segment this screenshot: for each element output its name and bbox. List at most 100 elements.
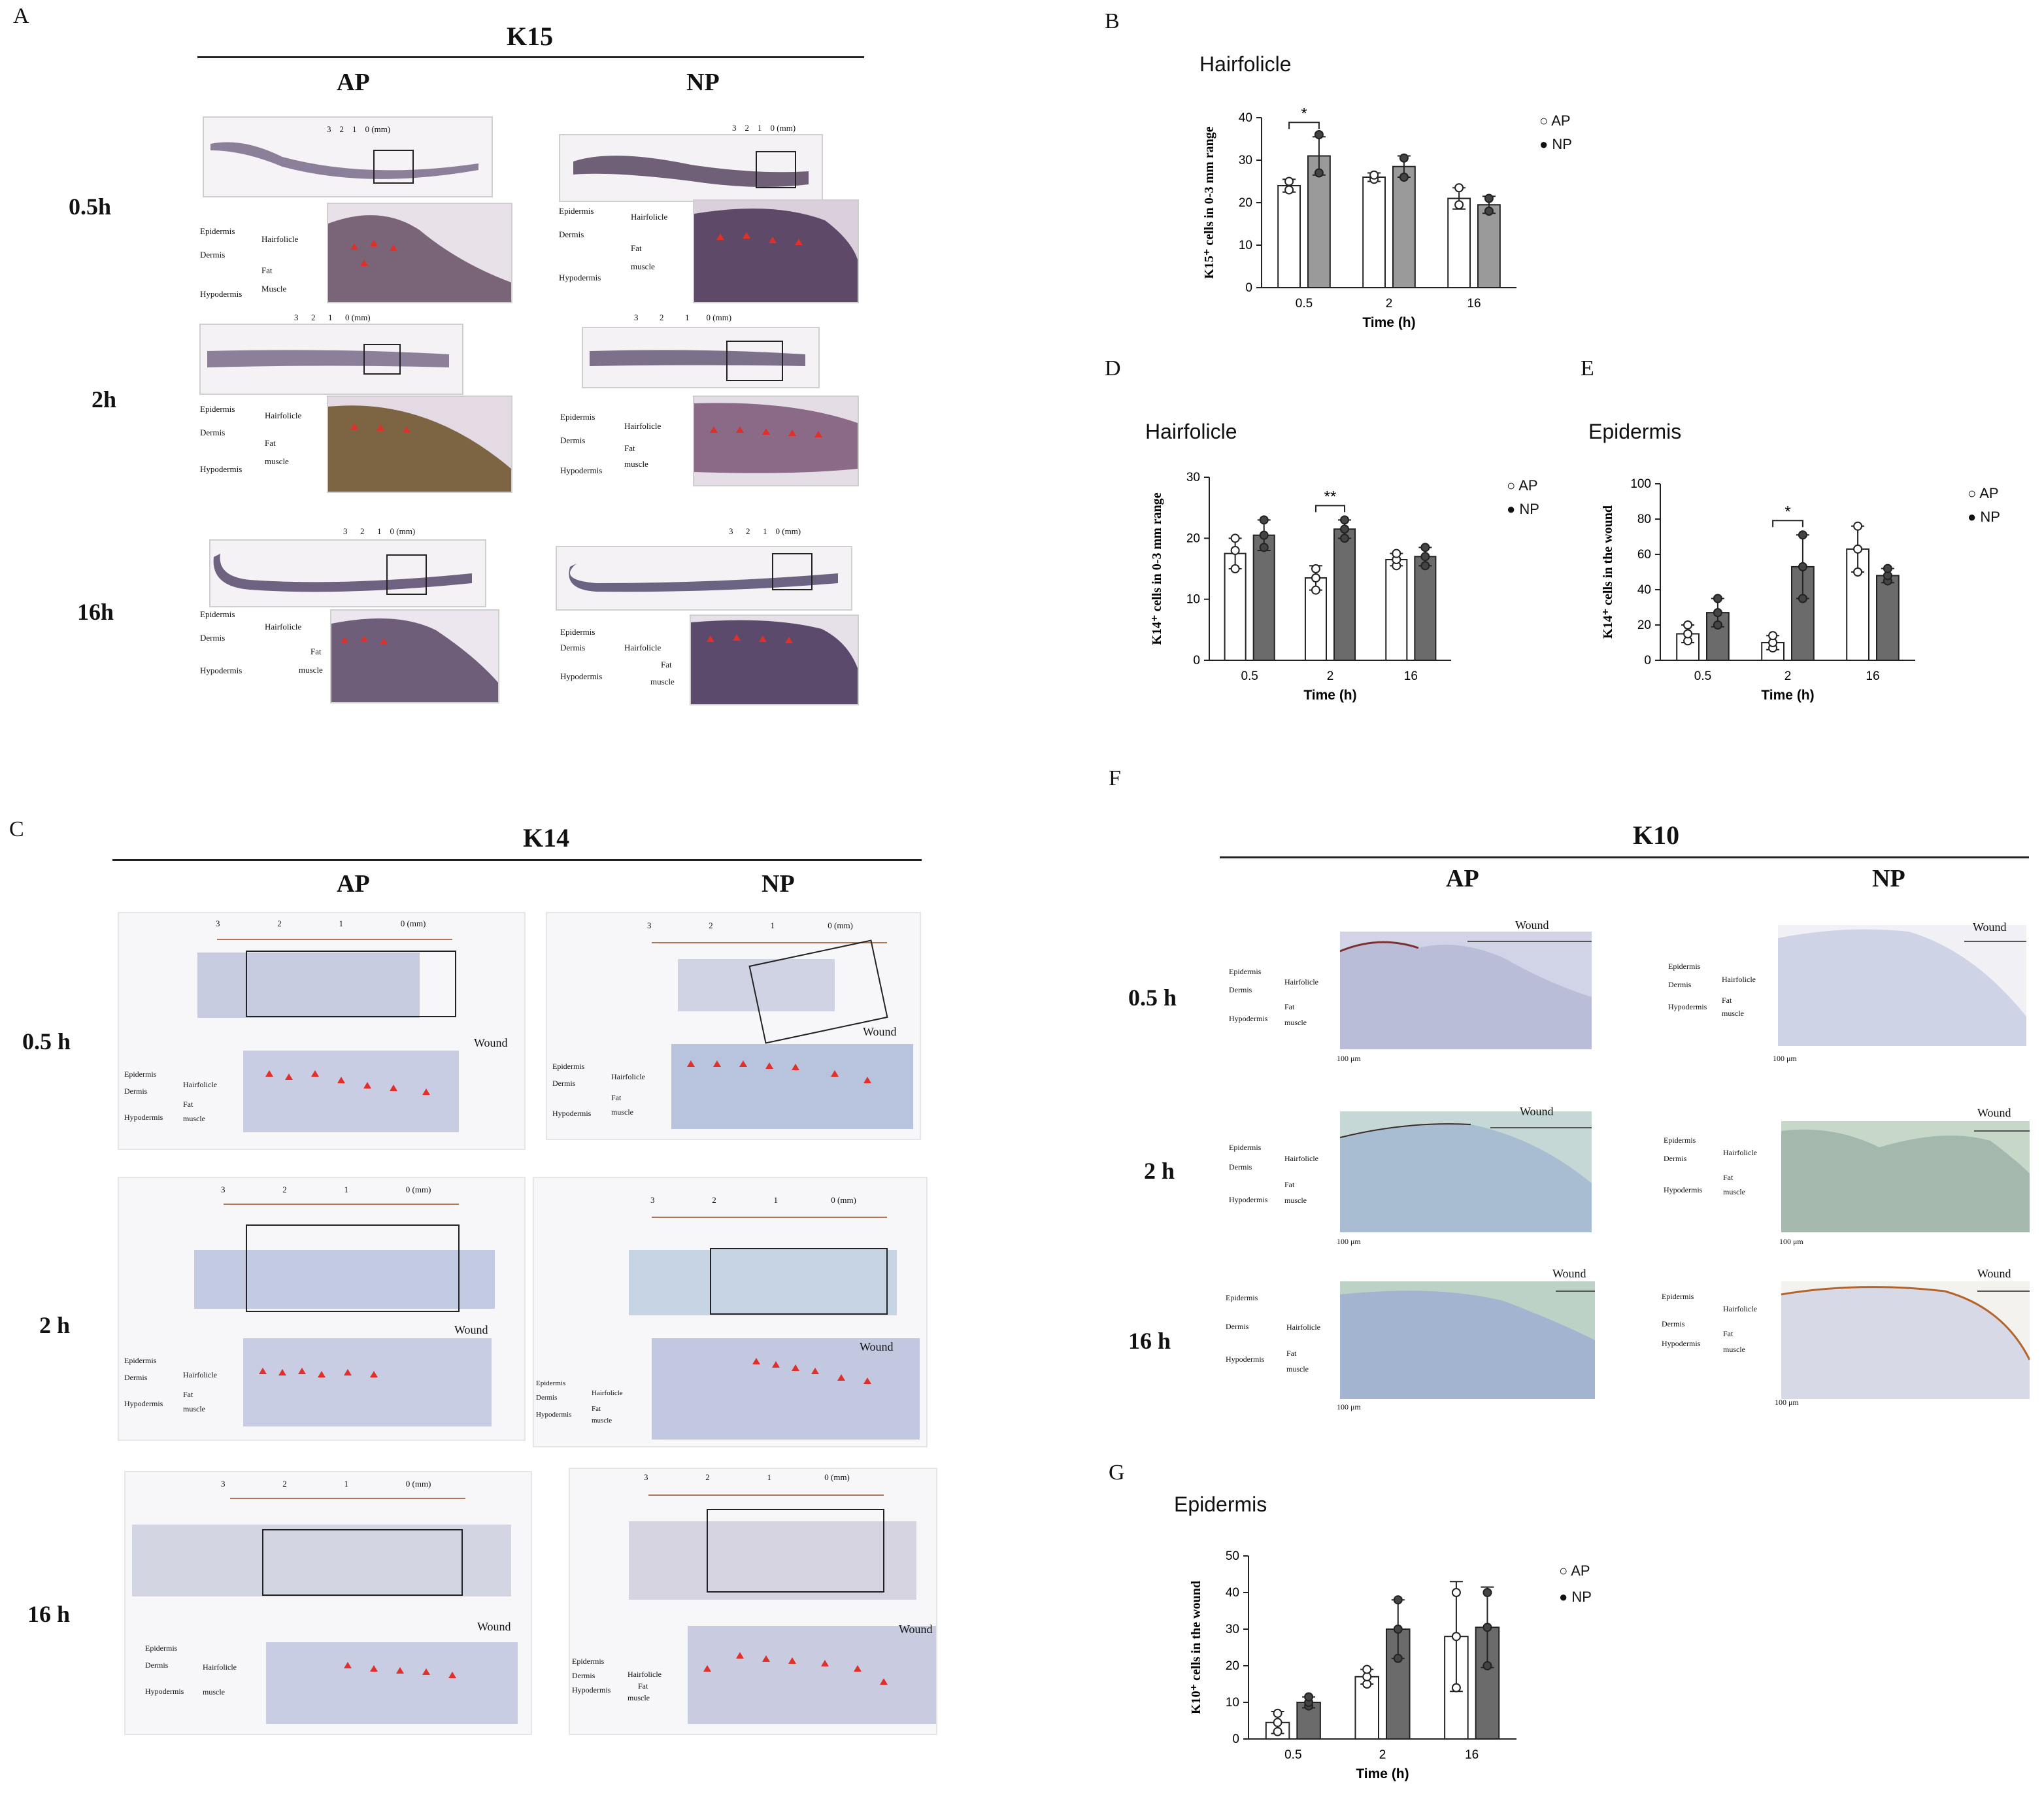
bar-ap bbox=[1362, 177, 1386, 288]
bar-np bbox=[1876, 575, 1900, 661]
k10-ap-05h-scalebar: 100 μm bbox=[1337, 1054, 1361, 1063]
data-point bbox=[1798, 594, 1807, 603]
y-tick-label: 20 bbox=[1239, 196, 1252, 210]
data-point bbox=[1362, 1679, 1372, 1689]
data-point bbox=[1311, 564, 1320, 573]
k15-np-16h-overview bbox=[556, 546, 852, 611]
y-tick-label: 20 bbox=[1226, 1659, 1239, 1673]
k10-np-2h-wound: Wound bbox=[1977, 1106, 2011, 1119]
k15-ap-2h-sublabels: Hairfolicle Fat muscle bbox=[265, 411, 302, 466]
x-tick-label: 2 bbox=[1379, 1748, 1386, 1762]
k14-ap-16h bbox=[124, 1471, 532, 1735]
significance-bracket bbox=[1315, 505, 1346, 513]
x-tick-label: 2 bbox=[1784, 669, 1792, 683]
data-point bbox=[1311, 573, 1320, 582]
data-point bbox=[1273, 1727, 1282, 1736]
data-point bbox=[1768, 631, 1778, 641]
k15-ap-2h-layer-labels: Epidermis Dermis Hypodermis bbox=[200, 404, 243, 474]
chart-e-title: Epidermis bbox=[1588, 420, 1682, 443]
tissue-zoom bbox=[691, 620, 858, 704]
tissue-zoom bbox=[331, 618, 498, 702]
k15-np-16h-sublabels: Hairfolicle Fat muscle bbox=[624, 643, 675, 686]
data-point bbox=[1451, 1588, 1461, 1597]
k15-ap-05h-sublabels: Hairfolicle Fat Muscle bbox=[261, 234, 299, 294]
y-tick-label: 0 bbox=[1232, 1732, 1239, 1746]
data-point bbox=[1230, 533, 1240, 543]
k10-np-16h bbox=[1781, 1281, 2030, 1399]
chart-d-title: Hairfolicle bbox=[1145, 420, 1237, 443]
k14-ap-2h-tissue bbox=[194, 1204, 495, 1426]
k14-ap-2h-scale: 3 2 1 0 (mm) bbox=[221, 1185, 431, 1194]
data-point bbox=[1284, 185, 1294, 195]
chart-g-legend: ○ AP ● NP bbox=[1559, 1562, 1592, 1606]
data-point bbox=[1393, 1625, 1403, 1634]
k15-ap-2h-overview bbox=[199, 324, 463, 395]
panel-f-group-ap: AP bbox=[1446, 865, 1479, 892]
legend-np: ● NP bbox=[1968, 509, 2000, 525]
k14-np-16h-wound: Wound bbox=[899, 1623, 933, 1636]
data-point bbox=[1230, 564, 1240, 573]
data-point bbox=[1853, 567, 1863, 577]
k14-np-05h bbox=[546, 912, 921, 1140]
legend-ap: ○ AP bbox=[1539, 112, 1571, 129]
data-point bbox=[1420, 561, 1430, 571]
data-point bbox=[1483, 1661, 1492, 1670]
legend-np: ● NP bbox=[1539, 136, 1572, 152]
k10-ap-2h-scalebar: 100 μm bbox=[1337, 1237, 1361, 1246]
k14-np-05h-labels: Epidermis Dermis Hypodermis bbox=[552, 1062, 592, 1118]
legend-ap: ○ AP bbox=[1968, 485, 1999, 501]
significance-label: ** bbox=[1324, 488, 1337, 505]
panel-f-row-1: 2 h bbox=[1144, 1158, 1175, 1184]
k15-ap-05h-layer-labels: Epidermis Dermis Hypodermis bbox=[200, 226, 243, 299]
data-point bbox=[1259, 543, 1269, 552]
tissue-strip bbox=[590, 341, 805, 381]
k10-np-16h-tissue bbox=[1781, 1286, 2030, 1399]
k10-np-05h-wound: Wound bbox=[1973, 920, 2007, 934]
tissue-zoom bbox=[694, 403, 858, 473]
x-tick-label: 16 bbox=[1465, 1748, 1479, 1762]
data-point bbox=[1340, 524, 1350, 534]
k10-np-05h-labels: Epidermis Dermis Hypodermis bbox=[1668, 962, 1707, 1011]
data-point bbox=[1273, 1708, 1282, 1718]
k15-ap-16h-overview bbox=[209, 539, 486, 607]
k15-np-2h-overview bbox=[582, 327, 820, 388]
k14-ap-16h-sublabels: Hairfolicle muscle bbox=[203, 1662, 237, 1696]
k14-np-05h-tissue bbox=[652, 939, 913, 1129]
k15-ap-05h-zoom bbox=[327, 203, 512, 303]
k15-np-16h-layer-labels: Epidermis Dermis Hypodermis bbox=[560, 627, 603, 681]
data-point bbox=[1713, 608, 1722, 618]
panel-f-row-2: 16 h bbox=[1128, 1328, 1171, 1354]
legend-np: ● NP bbox=[1507, 501, 1539, 517]
data-point bbox=[1853, 544, 1863, 554]
y-axis-label: K15⁺ cells in 0-3 mm range bbox=[1202, 126, 1216, 278]
k10-ap-16h-wound: Wound bbox=[1552, 1267, 1586, 1280]
k10-np-2h-labels: Epidermis Dermis Hypodermis bbox=[1664, 1136, 1703, 1194]
k14-ap-05h-scale: 3 2 1 0 (mm) bbox=[216, 919, 426, 928]
data-point bbox=[1284, 177, 1294, 186]
k10-np-2h-sublabels: Hairfolicle Fat muscle bbox=[1723, 1148, 1757, 1196]
panel-a-group-ap: AP bbox=[337, 69, 370, 96]
k15-np-05h-zoom bbox=[693, 199, 859, 303]
k14-np-2h bbox=[533, 1177, 928, 1447]
k10-ap-2h-wound: Wound bbox=[1520, 1105, 1554, 1118]
data-point bbox=[1393, 1653, 1403, 1663]
k15-np-05h-scale: 3 2 1 0 (mm) bbox=[732, 123, 796, 133]
k14-ap-2h-labels: Epidermis Dermis Hypodermis bbox=[124, 1356, 163, 1408]
tissue-strip bbox=[210, 142, 478, 184]
k10-np-2h-scalebar: 100 μm bbox=[1779, 1237, 1803, 1246]
panel-a-row-0: 0.5h bbox=[69, 194, 112, 220]
bar-ap bbox=[1385, 559, 1408, 661]
chart-g: 0 10 20 30 40 50 0.5 2 16 Time (h) K10⁺ cells in t… bbox=[1189, 1549, 1516, 1781]
k10-np-05h-sublabels: Hairfolicle Fat muscle bbox=[1722, 975, 1756, 1018]
x-tick-label: 16 bbox=[1467, 297, 1481, 311]
panel-a-rule bbox=[197, 56, 864, 58]
data-point bbox=[1454, 200, 1464, 210]
y-tick-label: 30 bbox=[1186, 471, 1200, 484]
k10-ap-05h-labels: Epidermis Dermis Hypodermis bbox=[1229, 967, 1268, 1023]
panel-f-title: K10 bbox=[1633, 820, 1680, 850]
legend-ap: ○ AP bbox=[1559, 1562, 1590, 1579]
panel-letter-a: A bbox=[13, 4, 29, 28]
y-tick-label: 10 bbox=[1186, 593, 1200, 607]
panel-letter-d: D bbox=[1105, 356, 1121, 380]
k10-ap-16h-scalebar: 100 μm bbox=[1337, 1402, 1361, 1411]
